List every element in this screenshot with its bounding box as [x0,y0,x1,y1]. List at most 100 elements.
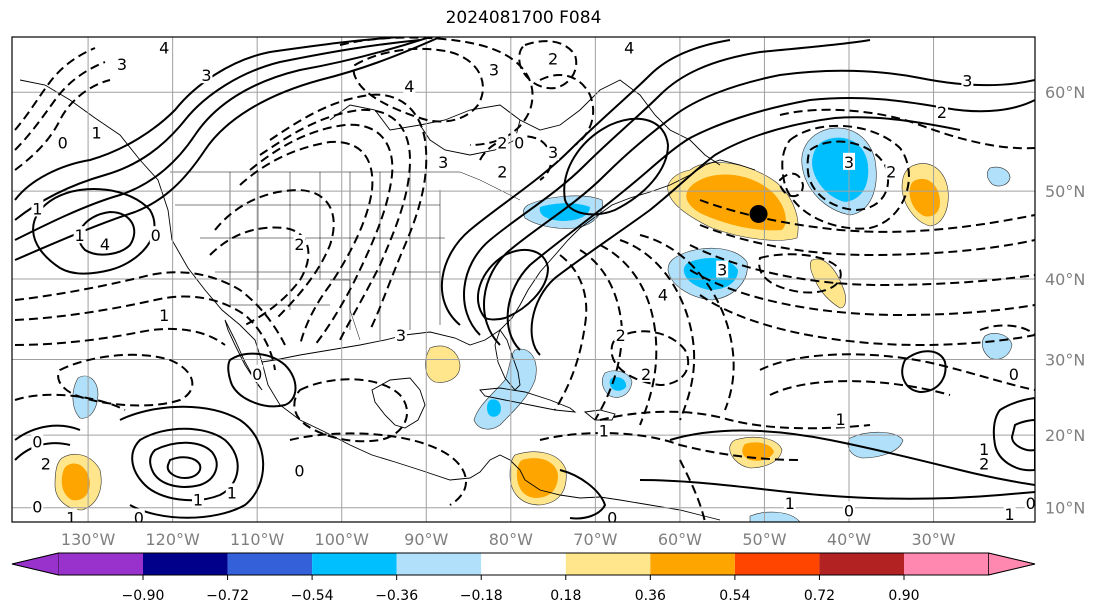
contour-label-bg [149,226,162,244]
contour-label-bg [403,76,416,94]
contour-label-bg [1007,364,1020,382]
colorbar-segment [58,553,143,575]
colorbar-segment [227,553,313,575]
contour-label: 4 [159,38,169,57]
contour-label-bg [513,133,526,151]
contour-label: 2 [979,454,989,473]
contour-label: 0 [151,226,161,245]
contour-label: 4 [404,77,414,96]
contour-label: 0 [844,501,854,520]
contour-label-bg [936,103,948,121]
contour-label-bg [293,234,306,252]
longitude-tick-label: 60°W [658,530,702,549]
contour-label-bg [834,410,847,428]
contour-label-bg [225,483,238,501]
contour-label-bg [597,421,610,439]
contour-label: 2 [886,162,896,181]
contour-label: 3 [548,143,558,162]
contour-label: 1 [66,508,76,527]
contour-label: 0 [1009,365,1019,384]
contour-label: 1 [785,494,795,513]
map-frame [11,36,1036,523]
contour-label: 1 [979,440,989,459]
contour-label: 3 [396,326,406,345]
contour-label: 4 [658,286,668,305]
contour-label: 1 [227,483,237,502]
contour-label: 1 [32,199,42,218]
contour-label-bg [31,199,44,217]
longitude-tick-label: 80°W [489,530,533,549]
contour-label: 0 [32,498,42,517]
contour-label: 0 [1026,494,1036,513]
contour-label: 0 [32,432,42,451]
contour-label: 0 [134,508,144,527]
colorbar-tick-label: −0.36 [375,588,418,604]
colorbar [11,552,1036,576]
colorbar-segment [819,553,904,575]
north-america-coast [19,79,601,499]
contour-label: 2 [641,365,651,384]
contour-label: 3 [844,153,854,172]
contour-label-bg [1024,494,1035,512]
contour-label-bg [843,152,855,170]
colorbar-tick-label: −0.90 [122,588,165,604]
colorbar-outline [11,552,1036,576]
latitude-tick-label: 40°N [1045,270,1085,289]
contour-label: 1 [1005,505,1015,524]
contour-label: 4 [624,38,634,57]
contour-label: 3 [117,55,127,74]
contour-label: 2 [937,103,947,122]
colorbar-segment [143,553,228,575]
baja-coast [224,319,263,391]
contour-label: 2 [497,162,507,181]
contour-label-bg [31,432,44,450]
colorbar-tick-label: 0.90 [888,588,919,604]
contour-label: 0 [514,133,524,152]
contour-label-bg [158,305,171,323]
longitude-tick-label: 70°W [573,530,617,549]
contour-label-bg [496,133,509,151]
colorbar-segment [650,553,735,575]
contour-label-bg [158,38,171,56]
colorbar-tick-label: −0.18 [460,588,503,604]
contour-label: 0 [58,133,68,152]
contour-label: 2 [497,133,507,152]
contour-label: 0 [252,365,262,384]
contour-label-bg [293,461,306,479]
contour-label-bg [978,454,991,472]
colorbar-tick-label: −0.72 [206,588,249,604]
longitude-labels: 130°W 120°W 110°W 100°W 90°W 80°W 70°W 60°W 50°W… [61,530,956,549]
colorbar-tick-label: 0.18 [550,588,581,604]
contour-label-bg [437,152,450,170]
contour-label: 0 [294,462,304,481]
latitude-tick-label: 50°N [1045,182,1085,201]
contour-label: 2 [548,50,558,69]
longitude-tick-label: 30°W [911,530,955,549]
florida-coast [494,329,521,391]
colorbar-tick-label: −0.54 [291,588,334,604]
contour-label-bg [1003,504,1016,522]
negative-anomaly-small-2 [986,166,1011,187]
contour-label-bg [90,123,103,141]
longitude-tick-label: 120°W [145,530,200,549]
contour-label-bg [31,497,44,515]
negative-anomaly-bottom [749,511,801,522]
colorbar-segment [904,553,989,575]
contour-label-bg [65,508,78,522]
positive-anomaly-gulf [425,345,461,383]
colorbar-segment [396,553,482,575]
contour-label-bg [251,364,264,382]
contour-label-bg [132,508,145,522]
contour-label-bg [614,325,627,343]
contour-label-bg [200,66,213,84]
latitude-tick-label: 60°N [1045,83,1085,102]
hispaniola-coast [583,409,616,421]
contour-label-bg [547,143,560,161]
contour-label: 1 [75,226,85,245]
contour-label: 1 [835,410,845,429]
colorbar-extend-high [988,552,1036,576]
contour-label: 2 [616,326,626,345]
